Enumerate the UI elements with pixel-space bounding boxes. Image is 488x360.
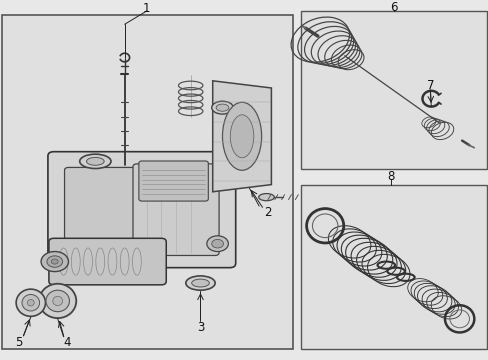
- Text: 8: 8: [386, 170, 394, 183]
- Bar: [300, 185, 486, 349]
- FancyBboxPatch shape: [133, 164, 219, 256]
- FancyBboxPatch shape: [139, 161, 208, 201]
- Ellipse shape: [53, 296, 62, 306]
- Text: 4: 4: [63, 336, 71, 349]
- Text: 7: 7: [426, 78, 433, 91]
- Ellipse shape: [222, 102, 261, 170]
- Bar: [300, 11, 486, 168]
- Ellipse shape: [80, 154, 111, 168]
- Text: 3: 3: [196, 321, 204, 334]
- Ellipse shape: [216, 104, 228, 111]
- Ellipse shape: [16, 289, 45, 316]
- Ellipse shape: [39, 284, 76, 318]
- Ellipse shape: [230, 115, 253, 158]
- Text: 1: 1: [142, 2, 150, 15]
- Ellipse shape: [46, 290, 69, 312]
- Ellipse shape: [185, 276, 215, 290]
- Ellipse shape: [258, 194, 274, 201]
- FancyBboxPatch shape: [49, 238, 166, 285]
- Text: 2: 2: [264, 206, 271, 219]
- Ellipse shape: [22, 294, 40, 311]
- Ellipse shape: [211, 101, 233, 114]
- Circle shape: [41, 252, 68, 271]
- Ellipse shape: [27, 300, 34, 306]
- FancyBboxPatch shape: [64, 167, 160, 245]
- Bar: [2, 15, 293, 349]
- Circle shape: [47, 256, 62, 267]
- FancyBboxPatch shape: [48, 152, 235, 267]
- Ellipse shape: [86, 157, 104, 165]
- Circle shape: [51, 259, 58, 264]
- Text: 5: 5: [15, 336, 22, 348]
- Polygon shape: [212, 81, 271, 192]
- Ellipse shape: [191, 279, 209, 287]
- Circle shape: [211, 239, 223, 248]
- Circle shape: [206, 236, 228, 252]
- Text: 6: 6: [389, 1, 397, 14]
